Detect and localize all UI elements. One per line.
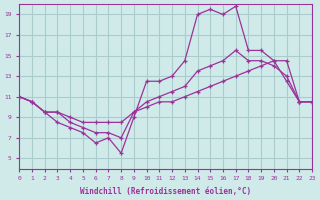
X-axis label: Windchill (Refroidissement éolien,°C): Windchill (Refroidissement éolien,°C)	[80, 187, 251, 196]
